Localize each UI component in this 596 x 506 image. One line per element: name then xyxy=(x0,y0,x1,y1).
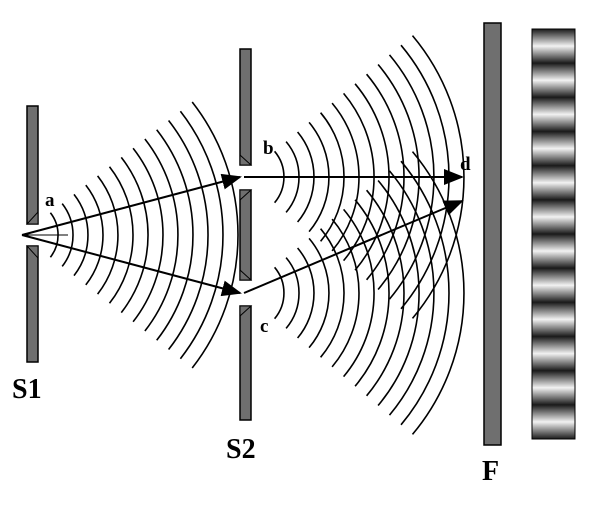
label-s2: S2 xyxy=(226,434,256,465)
barrier-s2-bottom xyxy=(239,305,252,421)
barrier-s1-lower xyxy=(26,245,39,363)
slit-c-edge-upper xyxy=(239,268,253,281)
wavefront-arc xyxy=(354,199,390,387)
slit-b-edge-upper xyxy=(239,153,253,166)
wavefront-arc xyxy=(85,184,104,286)
wavefront-arc xyxy=(342,208,375,378)
slit-b-edge-lower xyxy=(239,189,253,202)
label-f: F xyxy=(482,456,499,487)
wavefront-arc xyxy=(365,189,405,397)
wavefront-arc xyxy=(388,170,435,416)
rays xyxy=(21,169,464,297)
wavefront-arc xyxy=(120,156,149,314)
wavefront-arc xyxy=(179,110,224,360)
wavefronts-from-slit-a xyxy=(49,101,239,369)
wavefront-arc xyxy=(377,179,420,407)
wavefront-arc xyxy=(108,166,134,304)
barrier-s2-top xyxy=(239,48,252,166)
wavefront-arc xyxy=(411,151,465,435)
label-d: d xyxy=(460,154,471,175)
slit-a-edge-lower xyxy=(25,245,39,260)
ray-a-to-c xyxy=(21,234,242,297)
label-s1: S1 xyxy=(12,374,42,405)
wavefront-arc xyxy=(319,228,345,358)
wavefront-arc xyxy=(96,175,119,295)
barrier-s2 xyxy=(239,48,253,421)
wavefront-arc xyxy=(285,257,300,329)
wavefront-arc xyxy=(308,237,330,349)
wavefront-arc xyxy=(73,193,89,277)
label-a: a xyxy=(45,190,55,211)
wavefront-arc xyxy=(156,129,194,341)
slit-c-edge-lower xyxy=(239,305,253,318)
ray-c-to-d xyxy=(243,200,464,294)
barrier-s1 xyxy=(25,105,39,363)
screen-f xyxy=(483,22,502,446)
interference-fringe-pattern xyxy=(531,28,576,440)
wavefront-arc xyxy=(61,203,74,267)
barrier-s2-middle xyxy=(239,189,252,281)
wavefront-arc xyxy=(132,147,164,323)
wavefront-arc xyxy=(273,266,285,320)
wavefront-arc xyxy=(191,101,239,369)
label-c: c xyxy=(260,316,268,337)
wavefronts-from-slit-c xyxy=(273,151,465,435)
slit-a-edge-upper xyxy=(25,210,39,225)
wavefront-arc xyxy=(331,218,360,368)
wavefront-arc xyxy=(144,138,179,332)
ray-a-to-b xyxy=(21,173,242,236)
barrier-s1-upper xyxy=(26,105,39,225)
wavefront-arc xyxy=(400,160,450,426)
wavefront-arc xyxy=(296,247,315,339)
wavefront-arc xyxy=(167,120,209,350)
label-b: b xyxy=(263,138,274,159)
